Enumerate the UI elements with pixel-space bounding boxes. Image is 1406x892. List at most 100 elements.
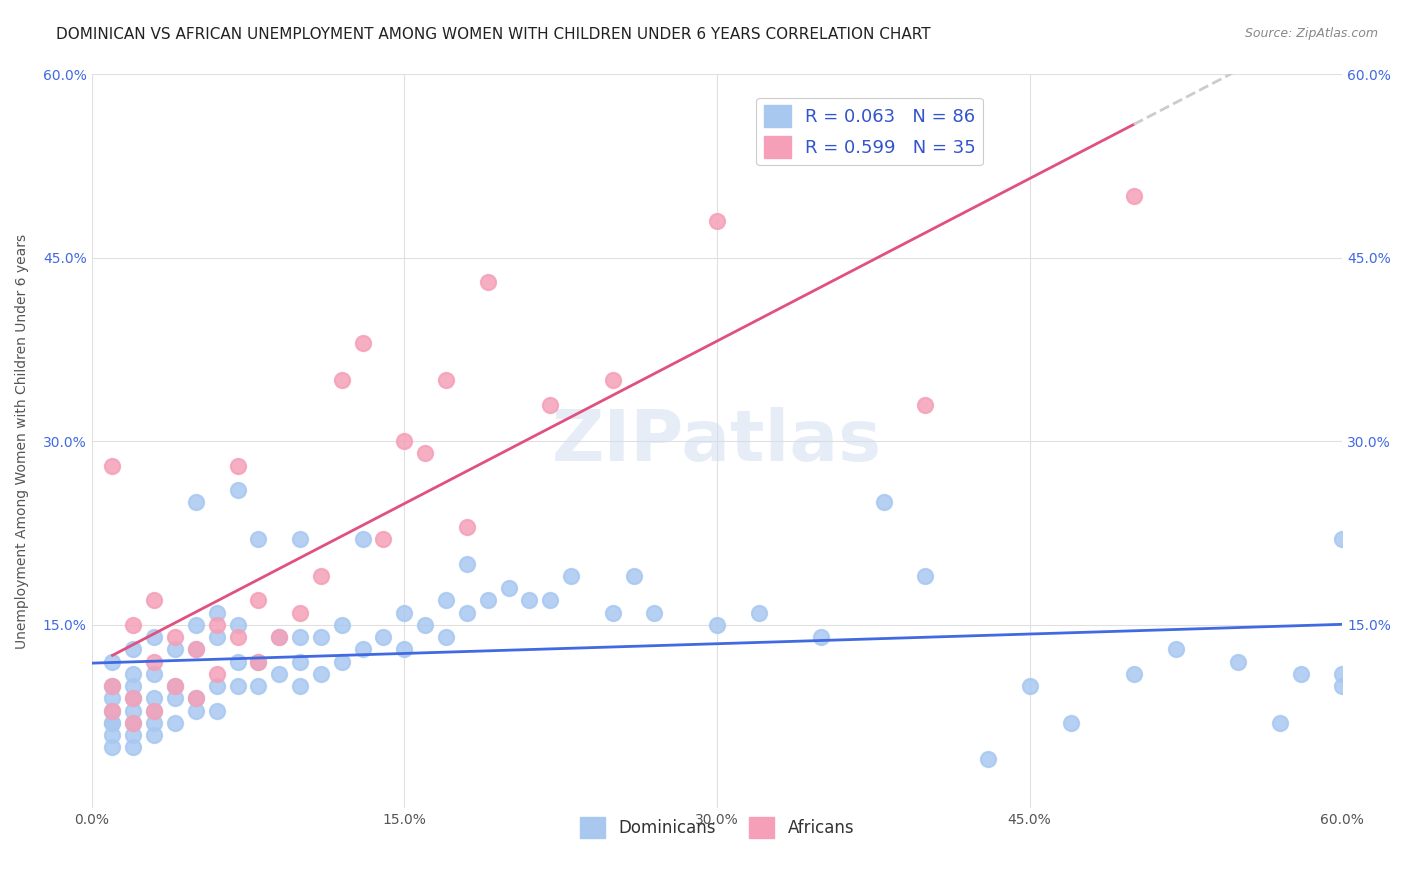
Point: [538, 397, 561, 411]
Point: [247, 532, 270, 546]
Point: [373, 630, 395, 644]
Point: [226, 458, 249, 473]
Point: [309, 569, 332, 583]
Point: [205, 606, 228, 620]
Point: [143, 666, 166, 681]
Point: [373, 532, 395, 546]
Point: [122, 704, 145, 718]
Point: [1122, 666, 1144, 681]
Text: DOMINICAN VS AFRICAN UNEMPLOYMENT AMONG WOMEN WITH CHILDREN UNDER 6 YEARS CORREL: DOMINICAN VS AFRICAN UNEMPLOYMENT AMONG …: [56, 27, 931, 42]
Point: [122, 666, 145, 681]
Point: [226, 483, 249, 498]
Point: [456, 606, 478, 620]
Point: [143, 593, 166, 607]
Point: [269, 666, 291, 681]
Point: [560, 569, 582, 583]
Point: [205, 617, 228, 632]
Point: [1122, 189, 1144, 203]
Point: [101, 715, 124, 730]
Point: [184, 704, 207, 718]
Point: [288, 679, 311, 693]
Point: [143, 704, 166, 718]
Point: [434, 630, 457, 644]
Point: [101, 704, 124, 718]
Point: [456, 520, 478, 534]
Point: [288, 532, 311, 546]
Point: [101, 691, 124, 706]
Point: [288, 630, 311, 644]
Point: [1331, 679, 1354, 693]
Point: [101, 679, 124, 693]
Point: [706, 214, 728, 228]
Point: [1268, 715, 1291, 730]
Point: [1331, 666, 1354, 681]
Point: [101, 715, 124, 730]
Point: [1289, 666, 1312, 681]
Point: [352, 336, 374, 351]
Point: [122, 691, 145, 706]
Point: [122, 642, 145, 657]
Point: [143, 691, 166, 706]
Text: Source: ZipAtlas.com: Source: ZipAtlas.com: [1244, 27, 1378, 40]
Point: [101, 679, 124, 693]
Legend: Dominicans, Africans: Dominicans, Africans: [574, 811, 860, 844]
Point: [748, 606, 770, 620]
Point: [330, 617, 353, 632]
Point: [143, 728, 166, 742]
Point: [226, 617, 249, 632]
Point: [143, 630, 166, 644]
Point: [873, 495, 896, 509]
Point: [247, 593, 270, 607]
Point: [205, 630, 228, 644]
Text: ZIPatlas: ZIPatlas: [553, 407, 882, 475]
Point: [101, 728, 124, 742]
Point: [394, 434, 416, 449]
Point: [184, 642, 207, 657]
Point: [269, 630, 291, 644]
Point: [184, 617, 207, 632]
Point: [143, 655, 166, 669]
Point: [122, 691, 145, 706]
Point: [914, 569, 936, 583]
Point: [810, 630, 832, 644]
Point: [288, 606, 311, 620]
Point: [413, 617, 436, 632]
Point: [498, 581, 520, 595]
Point: [1331, 532, 1354, 546]
Point: [1060, 715, 1083, 730]
Point: [602, 606, 624, 620]
Point: [122, 740, 145, 755]
Point: [477, 275, 499, 289]
Point: [330, 655, 353, 669]
Point: [309, 666, 332, 681]
Point: [1164, 642, 1187, 657]
Point: [101, 655, 124, 669]
Point: [205, 679, 228, 693]
Point: [163, 679, 186, 693]
Point: [101, 740, 124, 755]
Point: [184, 642, 207, 657]
Point: [163, 679, 186, 693]
Point: [269, 630, 291, 644]
Point: [394, 606, 416, 620]
Point: [247, 679, 270, 693]
Point: [247, 655, 270, 669]
Point: [288, 655, 311, 669]
Point: [517, 593, 540, 607]
Point: [163, 715, 186, 730]
Point: [184, 495, 207, 509]
Point: [163, 630, 186, 644]
Point: [1018, 679, 1040, 693]
Point: [602, 373, 624, 387]
Point: [143, 715, 166, 730]
Point: [330, 373, 353, 387]
Y-axis label: Unemployment Among Women with Children Under 6 years: Unemployment Among Women with Children U…: [15, 234, 30, 648]
Point: [184, 691, 207, 706]
Point: [434, 373, 457, 387]
Point: [706, 617, 728, 632]
Point: [352, 642, 374, 657]
Point: [226, 655, 249, 669]
Point: [456, 557, 478, 571]
Point: [394, 642, 416, 657]
Point: [122, 679, 145, 693]
